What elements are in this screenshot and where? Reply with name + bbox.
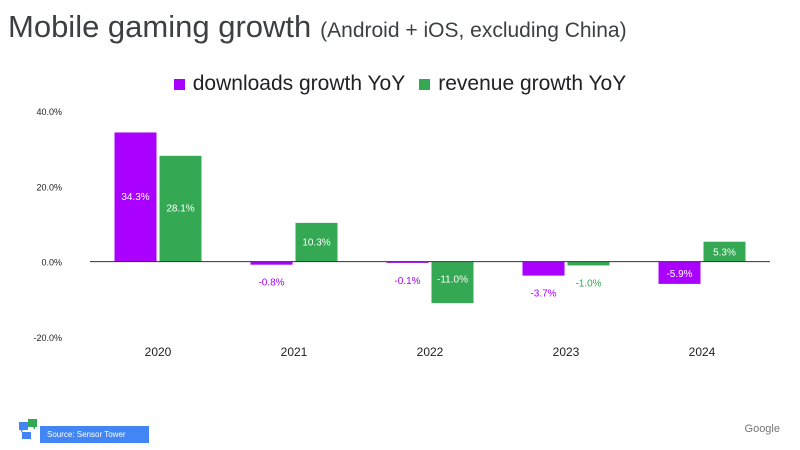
legend-label-downloads: downloads growth YoY bbox=[192, 72, 406, 95]
data-label: -11.0% bbox=[437, 275, 468, 286]
data-label: -5.9% bbox=[666, 269, 692, 280]
data-label: -0.1% bbox=[394, 276, 420, 287]
data-label: 34.3% bbox=[121, 192, 149, 203]
google-brand-text: Google bbox=[744, 423, 780, 435]
y-tick-label: 40.0% bbox=[36, 107, 62, 117]
legend-swatch-revenue bbox=[419, 78, 431, 90]
sensor-tower-logo-icon bbox=[19, 419, 37, 439]
x-tick-label: 2023 bbox=[553, 345, 580, 359]
data-label: -0.8% bbox=[258, 278, 284, 289]
chart-legend: downloads growth YoY revenue growth YoY bbox=[0, 72, 800, 96]
bar bbox=[658, 261, 701, 284]
chart-title-sub: (Android + iOS, excluding China) bbox=[320, 19, 627, 42]
data-label: -3.7% bbox=[530, 289, 556, 300]
y-tick-label: 20.0% bbox=[36, 182, 62, 192]
bar bbox=[567, 261, 610, 266]
x-tick-label: 2024 bbox=[689, 345, 716, 359]
bar bbox=[250, 261, 293, 265]
source-badge: Source: Sensor Tower bbox=[40, 426, 149, 443]
x-tick-label: 2020 bbox=[145, 345, 172, 359]
bar bbox=[431, 261, 474, 304]
x-tick-label: 2022 bbox=[417, 345, 444, 359]
data-label: -1.0% bbox=[575, 278, 601, 289]
legend-item-revenue: revenue growth YoY bbox=[419, 72, 626, 96]
data-label: 28.1% bbox=[166, 204, 194, 215]
y-tick-label: -20.0% bbox=[33, 333, 62, 343]
legend-swatch-downloads bbox=[173, 78, 185, 90]
y-tick-label: 0.0% bbox=[41, 258, 62, 268]
bar bbox=[295, 222, 338, 262]
data-label: 10.3% bbox=[302, 237, 330, 248]
bar bbox=[386, 261, 429, 263]
chart-title: Mobile gaming growth (Android + iOS, exc… bbox=[8, 8, 627, 45]
bar bbox=[159, 155, 202, 262]
bar bbox=[522, 261, 565, 276]
legend-label-revenue: revenue growth YoY bbox=[438, 72, 627, 95]
chart-title-main: Mobile gaming growth bbox=[8, 9, 312, 44]
bar bbox=[703, 241, 746, 262]
data-label: 5.3% bbox=[713, 248, 736, 259]
x-tick-label: 2021 bbox=[281, 345, 308, 359]
legend-item-downloads: downloads growth YoY bbox=[173, 72, 406, 96]
bar bbox=[114, 132, 157, 262]
